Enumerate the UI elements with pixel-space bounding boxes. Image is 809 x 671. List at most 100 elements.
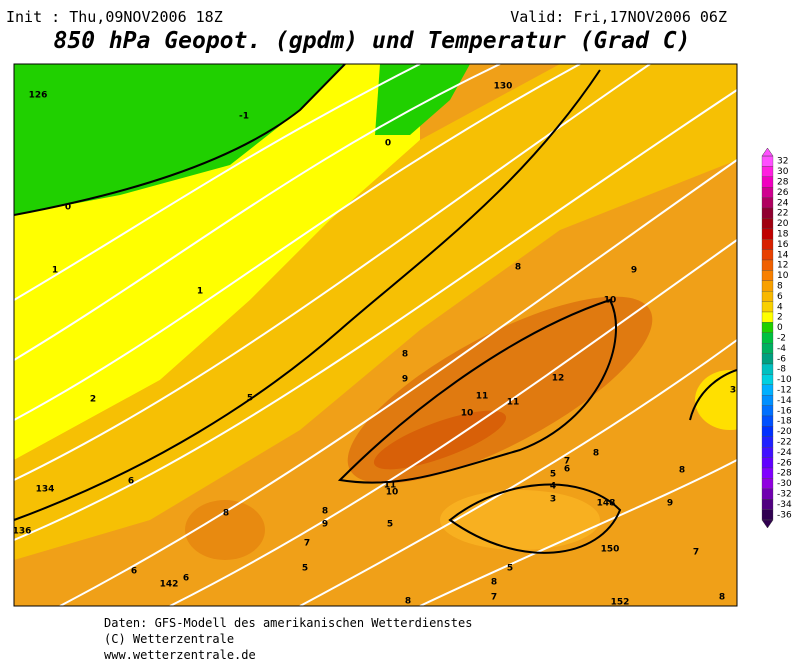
legend-label: -14 [777,396,792,406]
contour-label: 8 [515,263,521,273]
legend-label: 0 [777,323,783,333]
contour-label: 0 [65,203,71,213]
init-time: Init : Thu,09NOV2006 18Z [6,8,223,26]
legend-swatch [761,228,774,240]
legend-swatch [761,384,774,396]
legend-swatch [761,207,774,219]
contour-label: 130 [494,82,513,92]
legend-swatch [761,301,774,313]
legend-label: 20 [777,219,789,229]
contour-label: 9 [667,499,673,509]
contour-label: 11 [476,392,489,402]
legend-swatch [761,353,774,365]
legend-label: -20 [777,427,792,437]
legend-label: -18 [777,417,792,427]
legend-label: 2 [777,313,783,323]
legend-swatch [761,291,774,302]
legend-swatch [761,322,774,333]
contour-label: 126 [29,91,48,101]
contour-label: 1 [52,266,58,276]
contour-label: -1 [239,112,249,122]
contour-label: 5 [550,470,556,480]
contour-label: 8 [322,507,328,517]
contour-label: 2 [90,395,96,405]
legend-label: 8 [777,282,783,292]
legend-swatch [761,155,774,167]
legend-label: -32 [777,490,792,500]
contour-label: 7 [491,593,497,603]
contour-label: 11 [507,398,520,408]
legend-label: -34 [777,500,792,510]
legend-swatch [761,343,774,354]
legend-label: 32 [777,157,788,167]
legend-swatch [761,218,774,229]
legend-label: -22 [777,438,792,448]
legend-swatch [761,374,774,385]
legend-swatch [761,332,774,344]
legend-label: 28 [777,178,789,188]
contour-label: 12 [552,374,565,384]
contour-label: 1 [197,287,203,297]
legend-swatch [761,405,774,417]
contour-label: 7 [304,539,310,549]
legend-swatch [761,249,774,261]
legend-label: 14 [777,250,789,260]
legend-swatch [761,176,774,188]
legend-label: -2 [777,334,786,344]
contour-label: 5 [387,520,393,530]
contour-label: 148 [597,499,616,509]
footer-line: (C) Wetterzentrale [104,632,234,646]
legend-swatch [761,415,774,427]
contour-label: 8 [679,466,685,476]
contour-label: 7 [693,548,699,558]
legend-swatch [761,426,774,437]
footer-line: www.wetterzentrale.de [104,648,256,662]
contour-label: 4 [550,482,556,492]
legend-swatch [761,395,774,406]
contour-label: 8 [402,350,408,360]
contour-label: 10 [461,409,474,419]
contour-label: 10 [386,488,399,498]
legend-swatch [761,467,774,479]
contour-label: 152 [611,598,630,608]
legend-label: -10 [777,375,792,385]
contour-label: 6 [128,477,134,487]
contour-label: 5 [507,564,513,574]
legend-label: -8 [777,365,786,375]
legend-label: 18 [777,230,789,240]
contour-label: 6 [131,567,137,577]
legend-label: 6 [777,292,783,302]
contour-label: 150 [601,545,620,555]
contour-label: 5 [247,394,253,404]
contour-label: 142 [160,580,179,590]
contour-label: 9 [631,266,637,276]
legend-label: 26 [777,188,789,198]
legend-label: 24 [777,198,789,208]
legend-swatch [761,457,774,469]
legend-label: 16 [777,240,789,250]
contour-label: 8 [405,597,411,607]
legend-label: -16 [777,406,792,416]
legend-swatch [761,270,774,281]
legend-label: -12 [777,386,792,396]
legend-swatch [761,447,774,458]
legend-label: 12 [777,261,788,271]
legend-label: -30 [777,479,792,489]
contour-label: 6 [564,465,570,475]
footer-line: Daten: GFS-Modell des amerikanischen Wet… [104,616,472,630]
contour-label: 3 [730,386,736,396]
legend-swatch [761,280,774,292]
contour-label: 8 [223,509,229,519]
legend-label: -28 [777,469,792,479]
legend-label: -24 [777,448,792,458]
contour-label: 5 [302,564,308,574]
map-title: 850 hPa Geopot. (gpdm) und Temperatur (G… [54,28,691,54]
legend-swatch [761,187,774,198]
legend-swatch [761,499,774,510]
legend-label: 10 [777,271,789,281]
legend-swatch [761,259,774,271]
legend-arrow-bottom [761,519,774,529]
contour-label: 6 [183,574,189,584]
map-frame [13,63,738,607]
